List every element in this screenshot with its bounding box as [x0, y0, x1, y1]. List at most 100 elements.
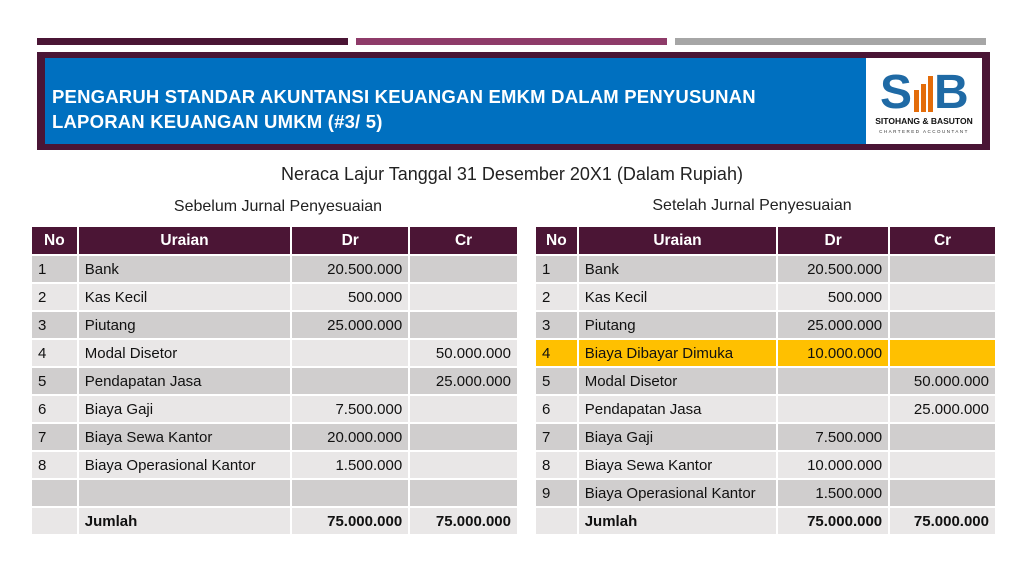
cell-no: 1 [32, 256, 77, 282]
cell-cr [410, 480, 517, 506]
table-row: 4 Biaya Dibayar Dimuka 10.000.000 [536, 340, 995, 366]
cell-dr [292, 340, 409, 366]
table-row: 2 Kas Kecil 500.000 [536, 284, 995, 310]
cell-dr: 1.500.000 [292, 452, 409, 478]
cell-cr [890, 480, 995, 506]
cell-no: 6 [536, 396, 577, 422]
cell-cr [410, 424, 517, 450]
cell-cr [410, 284, 517, 310]
total-row: Jumlah 75.000.000 75.000.000 [536, 508, 995, 534]
cell-dr: 7.500.000 [292, 396, 409, 422]
table-row: 6 Biaya Gaji 7.500.000 [32, 396, 517, 422]
cell-cr [890, 452, 995, 478]
table-row: 7 Biaya Gaji 7.500.000 [536, 424, 995, 450]
column-header-dr: Dr [778, 227, 889, 254]
cell-uraian: Biaya Operasional Kantor [578, 480, 777, 506]
decor-bar-2 [356, 38, 667, 45]
logo-subtitle: CHARTERED ACCOUNTANT [879, 129, 969, 134]
cell-no [536, 508, 577, 534]
column-header-dr: Dr [292, 227, 409, 254]
title-line-1: PENGARUH STANDAR AKUNTANSI KEUANGAN EMKM… [52, 86, 756, 107]
cell-dr [292, 480, 409, 506]
cell-cr [410, 396, 517, 422]
cell-cr [410, 452, 517, 478]
cell-cr: 25.000.000 [890, 396, 995, 422]
column-header-uraian: Uraian [78, 227, 291, 254]
cell-dr: 500.000 [778, 284, 889, 310]
column-header-cr: Cr [410, 227, 517, 254]
cell-uraian: Biaya Operasional Kantor [78, 452, 291, 478]
table-row: 9 Biaya Operasional Kantor 1.500.000 [536, 480, 995, 506]
table-after-adjustment: No Uraian Dr Cr 1 Bank 20.500.000 2 Kas Kecil 500… [534, 225, 997, 536]
slide-title: PENGARUH STANDAR AKUNTANSI KEUANGAN EMKM… [52, 84, 756, 134]
cell-dr: 20.000.000 [292, 424, 409, 450]
column-header-no: No [32, 227, 77, 254]
cell-no: 9 [536, 480, 577, 506]
decor-bar-3 [675, 38, 986, 45]
header-row: No Uraian Dr Cr [32, 227, 517, 254]
table-row: 3 Piutang 25.000.000 [536, 312, 995, 338]
table-row: 7 Biaya Sewa Kantor 20.000.000 [32, 424, 517, 450]
cell-uraian: Biaya Dibayar Dimuka [578, 340, 777, 366]
svg-text:B: B [934, 66, 969, 119]
cell-no: 8 [536, 452, 577, 478]
cell-uraian: Piutang [78, 312, 291, 338]
cell-no [32, 508, 77, 534]
right-subtitle: Setelah Jurnal Penyesuaian [652, 197, 852, 214]
cell-dr: 25.000.000 [778, 312, 889, 338]
table-row: 2 Kas Kecil 500.000 [32, 284, 517, 310]
cell-no: 8 [32, 452, 77, 478]
cell-dr [292, 368, 409, 394]
cell-uraian: Pendapatan Jasa [578, 396, 777, 422]
table-row: 4 Modal Disetor 50.000.000 [32, 340, 517, 366]
cell-dr: 75.000.000 [778, 508, 889, 534]
cell-cr: 75.000.000 [410, 508, 517, 534]
cell-uraian: Kas Kecil [578, 284, 777, 310]
cell-cr [890, 256, 995, 282]
cell-dr: 7.500.000 [778, 424, 889, 450]
cell-no: 7 [536, 424, 577, 450]
cell-no: 3 [536, 312, 577, 338]
cell-uraian: Modal Disetor [578, 368, 777, 394]
total-row: Jumlah 75.000.000 75.000.000 [32, 508, 517, 534]
cell-uraian: Piutang [578, 312, 777, 338]
cell-no: 1 [536, 256, 577, 282]
table-row: 5 Modal Disetor 50.000.000 [536, 368, 995, 394]
table-row: 8 Biaya Operasional Kantor 1.500.000 [32, 452, 517, 478]
title-line-2: LAPORAN KEUANGAN UMKM (#3/ 5) [52, 111, 383, 132]
company-logo: S B SITOHANG & BASUTON CHARTERED ACCOUNT… [866, 58, 982, 144]
cell-cr [890, 312, 995, 338]
cell-uraian: Biaya Gaji [78, 396, 291, 422]
logo-mark-icon: S B [880, 66, 969, 119]
cell-dr: 500.000 [292, 284, 409, 310]
cell-dr [778, 396, 889, 422]
column-header-cr: Cr [890, 227, 995, 254]
table-row: 1 Bank 20.500.000 [32, 256, 517, 282]
cell-no: 5 [536, 368, 577, 394]
cell-cr [890, 284, 995, 310]
cell-cr: 75.000.000 [890, 508, 995, 534]
column-header-uraian: Uraian [578, 227, 777, 254]
left-subtitle: Sebelum Jurnal Penyesuaian [173, 198, 383, 215]
logo-name: SITOHANG & BASUTON [875, 116, 973, 126]
cell-no: 2 [536, 284, 577, 310]
cell-no: 6 [32, 396, 77, 422]
cell-no: 5 [32, 368, 77, 394]
table-row: 3 Piutang 25.000.000 [32, 312, 517, 338]
cell-dr: 25.000.000 [292, 312, 409, 338]
cell-no [32, 480, 77, 506]
cell-cr: 50.000.000 [890, 368, 995, 394]
column-header-no: No [536, 227, 577, 254]
cell-cr: 25.000.000 [410, 368, 517, 394]
cell-cr [890, 340, 995, 366]
table-before-adjustment: No Uraian Dr Cr 1 Bank 20.500.000 2 Kas Kecil 500… [30, 225, 519, 536]
cell-uraian: Kas Kecil [78, 284, 291, 310]
cell-uraian: Bank [78, 256, 291, 282]
svg-text:S: S [880, 66, 912, 119]
title-panel: PENGARUH STANDAR AKUNTANSI KEUANGAN EMKM… [45, 58, 867, 144]
cell-cr [410, 256, 517, 282]
cell-cr [410, 312, 517, 338]
cell-no: 4 [536, 340, 577, 366]
cell-no: 3 [32, 312, 77, 338]
cell-cr [890, 424, 995, 450]
